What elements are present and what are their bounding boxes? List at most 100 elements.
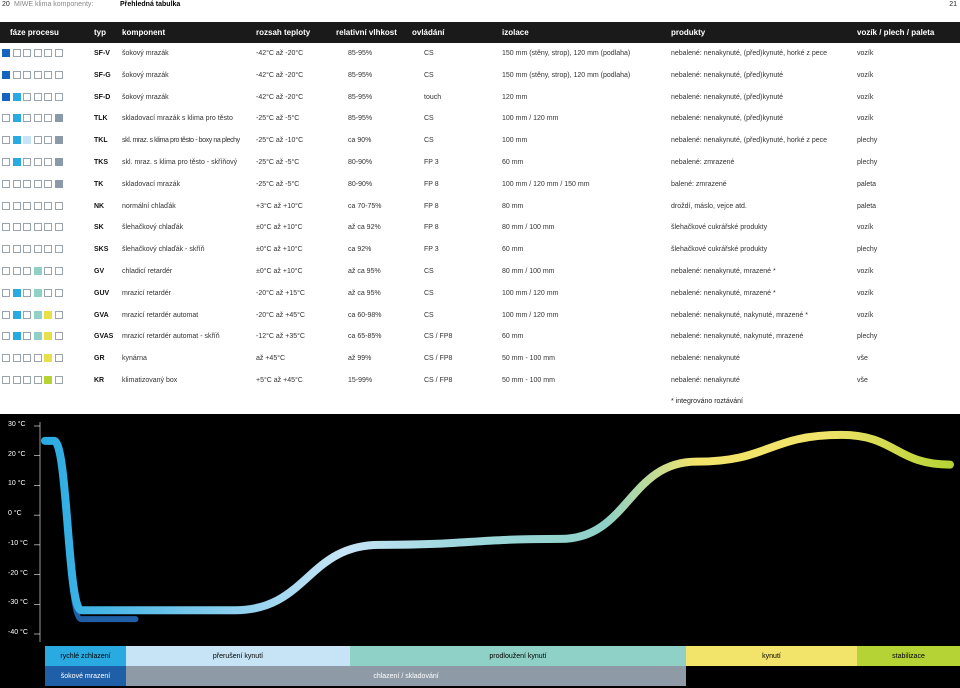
row-humidity: 85-95% — [348, 93, 373, 101]
row-products: nebalené: nenakynuté, (před)kynuté — [671, 93, 784, 101]
phase-indicator — [23, 136, 31, 145]
phase-indicator — [12, 223, 21, 232]
y-tick-label: 20 °C — [8, 450, 26, 458]
phase-indicator — [33, 245, 42, 254]
phase-indicator — [2, 136, 10, 145]
row-insulation: 50 mm - 100 mm — [502, 355, 555, 363]
phase-indicator — [12, 332, 21, 341]
row-component: mrazicí retardér automat - skříň — [122, 333, 220, 341]
table-row: SKS šlehačkový chlaďák - skříň ±0°C až +10… — [0, 239, 960, 261]
phase-indicator — [23, 179, 31, 188]
phase-indicator — [33, 332, 42, 341]
row-products: šlehačkové cukrářské produkty — [671, 224, 768, 232]
phase-indicator — [2, 201, 10, 210]
footnote: * integrováno roztávání — [671, 398, 743, 405]
phase-indicator — [23, 245, 31, 254]
phase-indicator — [23, 310, 31, 319]
phase-indicator — [12, 92, 21, 101]
phase-indicator — [54, 49, 63, 57]
phase-indicator — [54, 288, 63, 297]
col-carrier: vozík / plech / paleta — [857, 28, 935, 37]
row-type: GVAS — [94, 333, 114, 341]
row-component: normální chlaďák — [122, 202, 176, 210]
phase-indicator — [2, 114, 10, 123]
row-humidity: až ca 92% — [348, 224, 381, 232]
row-type: SF-G — [94, 71, 111, 79]
row-control: CS / FP8 — [424, 377, 453, 384]
phase-indicator — [2, 332, 10, 341]
y-tick-label: 10 °C — [8, 480, 26, 488]
col-humidity: relativní vlhkost — [336, 28, 397, 37]
row-temp: ±0°C až +10°C — [256, 246, 303, 254]
row-type: SKS — [94, 246, 109, 254]
band-top: přerušení kynutí — [126, 646, 350, 666]
phase-indicator — [44, 136, 52, 145]
phase-indicator — [12, 376, 21, 384]
band-bottom: šokové mrazení — [45, 666, 126, 686]
page-title: Přehledná tabulka — [120, 1, 181, 8]
phase-indicator — [44, 70, 52, 79]
phase-indicator — [23, 267, 31, 275]
phase-indicator — [33, 310, 42, 319]
phase-indicator — [2, 354, 10, 363]
phase-indicator — [44, 223, 52, 232]
phase-indicator — [12, 267, 21, 275]
col-component: komponent — [122, 28, 166, 37]
phase-indicator — [23, 288, 31, 297]
row-component: kynárna — [122, 355, 147, 363]
phase-indicator — [54, 70, 63, 79]
row-insulation: 60 mm — [502, 246, 524, 254]
row-component: mrazicí retardér — [122, 289, 172, 297]
row-carrier: vozík — [857, 50, 874, 57]
phase-indicator — [44, 310, 52, 319]
row-control: FP 3 — [424, 159, 439, 166]
row-carrier: plechy — [857, 159, 878, 166]
phase-indicator — [54, 201, 63, 210]
row-insulation: 60 mm — [502, 333, 524, 341]
band-top: kynutí — [686, 646, 857, 666]
phase-indicator — [33, 201, 42, 210]
band-label: přerušení kynutí — [212, 653, 264, 660]
phase-indicator — [12, 310, 21, 319]
row-type: GVA — [94, 311, 109, 319]
row-component: šlehačkový chlaďák — [122, 224, 184, 232]
table-row: NK normální chlaďák +3°C až +10°C ca 70-75%… — [0, 196, 960, 218]
row-component: mrazicí retardér automat — [122, 311, 199, 319]
table-row: TK skladovací mrazák -25°C až -5°C 80-90% FP… — [0, 174, 960, 196]
phase-indicator — [54, 354, 63, 363]
row-control: CS — [424, 50, 434, 57]
row-products: balené: zmrazené — [671, 180, 727, 188]
temperature-chart: 30 °C 20 °C 10 °C 0 °C -10 °C -20 °C -30 °C -40… — [0, 414, 960, 688]
row-control: CS — [424, 137, 434, 145]
row-component: skladovací mrazák — [122, 180, 180, 188]
table-row: SF-V šokový mrazák -42°C až -20°C 85-95% CS 1… — [0, 43, 960, 65]
table-row: GVA mrazicí retardér automat -20°C až +45°… — [0, 305, 960, 327]
row-control: CS — [424, 268, 434, 275]
phase-indicator — [54, 158, 63, 166]
row-type: SF-D — [94, 93, 111, 101]
row-humidity: ca 90% — [348, 137, 372, 145]
phase-indicator — [23, 70, 31, 79]
row-products: nebalené: nenakynuté, (před)kynuté, hork… — [671, 50, 828, 57]
phase-indicator — [54, 114, 63, 123]
row-products: nebalené: nenakynuté, mrazené * — [671, 289, 776, 297]
row-humidity: až ca 95% — [348, 289, 381, 297]
phase-indicator — [54, 332, 63, 341]
row-type: GR — [94, 355, 105, 363]
row-humidity: 85-95% — [348, 50, 373, 57]
table-row: TKS skl. mraz. s klima pro těsto - skříňo… — [0, 152, 960, 174]
phase-indicator — [54, 179, 63, 188]
row-type: TLK — [94, 115, 108, 123]
row-control: FP 8 — [424, 224, 439, 232]
row-products: droždí, máslo, vejce atd. — [671, 202, 747, 210]
row-humidity: 85-95% — [348, 115, 373, 123]
phase-indicator — [2, 179, 10, 188]
row-carrier: vozík — [857, 224, 874, 232]
row-products: nebalené: nenakynuté, mrazené * — [671, 268, 776, 275]
row-temp: +5°C až +45°C — [256, 377, 303, 384]
row-carrier: vozík — [857, 93, 874, 101]
row-control: CS — [424, 311, 434, 319]
row-type: TK — [94, 180, 104, 188]
phase-indicator — [33, 288, 42, 297]
band-top: stabilizace — [857, 646, 960, 666]
